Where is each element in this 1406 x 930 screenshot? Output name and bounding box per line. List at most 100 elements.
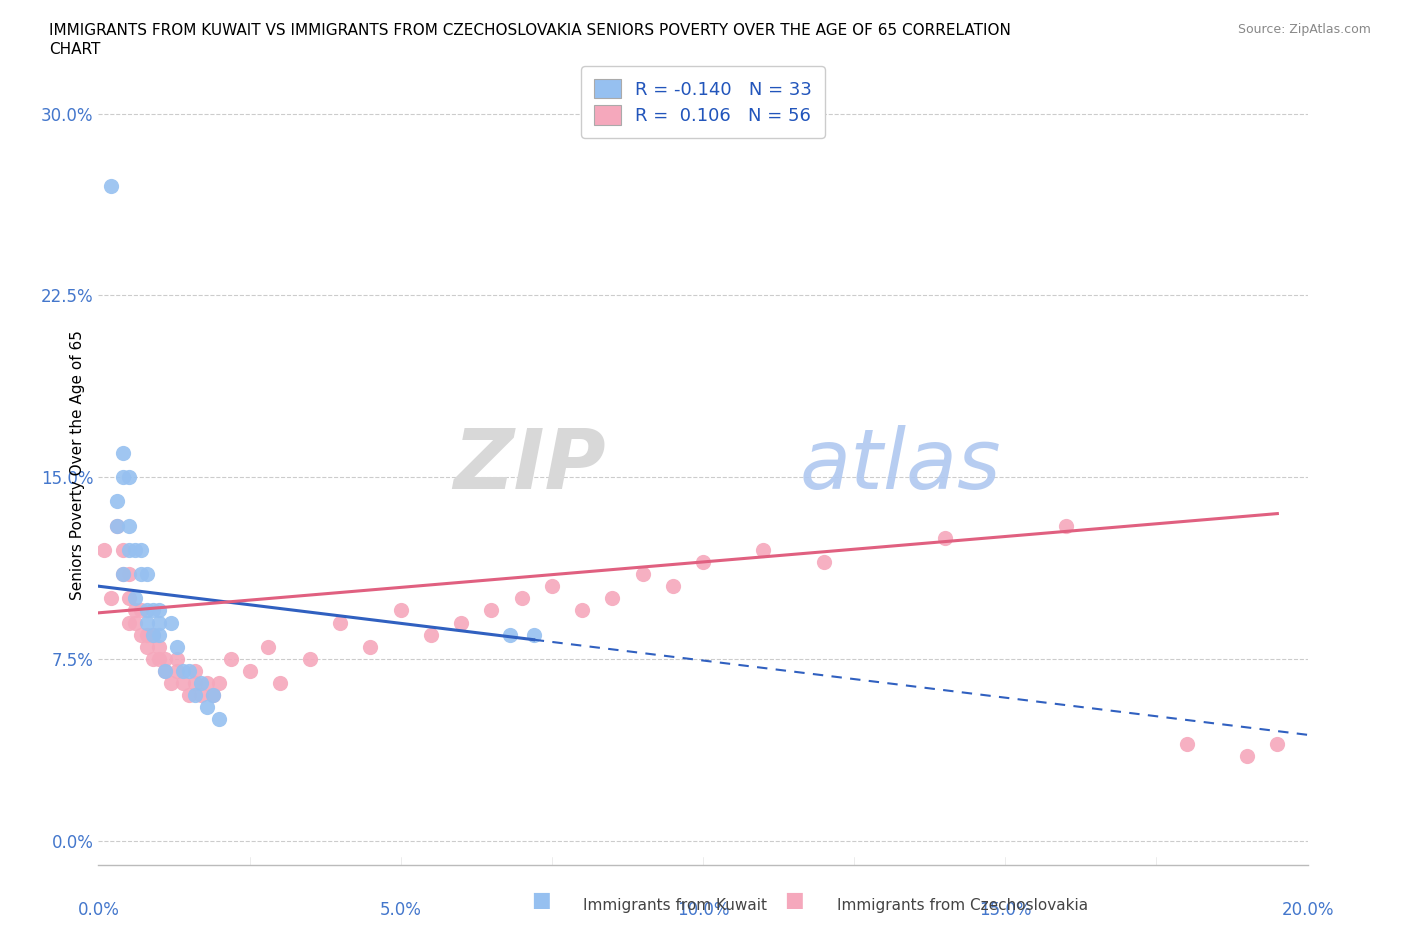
Point xyxy=(184,688,207,703)
Point xyxy=(631,566,654,581)
Point xyxy=(498,627,520,642)
Point xyxy=(148,627,170,642)
Point xyxy=(124,542,146,557)
Point xyxy=(172,664,194,679)
Y-axis label: Seniors Poverty Over the Age of 65: Seniors Poverty Over the Age of 65 xyxy=(69,330,84,600)
Point xyxy=(179,664,201,679)
Point xyxy=(571,603,593,618)
Point xyxy=(105,494,128,509)
Point xyxy=(190,676,212,691)
Point xyxy=(135,566,157,581)
Text: Immigrants from Kuwait: Immigrants from Kuwait xyxy=(583,898,768,913)
Point xyxy=(160,676,183,691)
Point xyxy=(299,651,322,666)
Text: 20.0%: 20.0% xyxy=(1281,901,1334,919)
Point xyxy=(118,542,141,557)
Point xyxy=(135,627,157,642)
Point xyxy=(129,627,152,642)
Point xyxy=(148,603,170,618)
Point xyxy=(172,676,194,691)
Point xyxy=(93,542,115,557)
Text: Immigrants from Czechoslovakia: Immigrants from Czechoslovakia xyxy=(837,898,1088,913)
Point xyxy=(160,615,183,630)
Point xyxy=(142,651,165,666)
Point xyxy=(813,554,835,569)
Point xyxy=(202,688,225,703)
Point xyxy=(100,179,122,193)
Point xyxy=(661,578,683,593)
Point xyxy=(752,542,775,557)
Point xyxy=(239,664,262,679)
Text: ■: ■ xyxy=(785,890,804,910)
Point xyxy=(100,591,122,605)
Point xyxy=(118,518,141,533)
Point xyxy=(153,651,176,666)
Point xyxy=(256,639,278,654)
Point xyxy=(148,639,170,654)
Point xyxy=(153,664,176,679)
Point xyxy=(105,518,128,533)
Point xyxy=(129,603,152,618)
Point xyxy=(118,615,141,630)
Point xyxy=(111,470,134,485)
Point xyxy=(329,615,352,630)
Point xyxy=(195,676,218,691)
Point xyxy=(118,591,141,605)
Point xyxy=(124,615,146,630)
Point xyxy=(111,566,134,581)
Point xyxy=(184,664,207,679)
Point xyxy=(389,603,412,618)
Point xyxy=(481,603,503,618)
Point xyxy=(420,627,443,642)
Point xyxy=(1236,749,1258,764)
Point xyxy=(105,518,128,533)
Point xyxy=(135,615,157,630)
Text: 10.0%: 10.0% xyxy=(676,901,730,919)
Point xyxy=(450,615,472,630)
Point xyxy=(148,615,170,630)
Text: Source: ZipAtlas.com: Source: ZipAtlas.com xyxy=(1237,23,1371,36)
Point xyxy=(523,627,546,642)
Point xyxy=(166,664,188,679)
Text: ZIP: ZIP xyxy=(454,424,606,506)
Point xyxy=(184,676,207,691)
Point xyxy=(934,530,956,545)
Point xyxy=(269,676,291,691)
Point xyxy=(1054,518,1077,533)
Point xyxy=(142,627,165,642)
Point xyxy=(142,627,165,642)
Point xyxy=(135,639,157,654)
Point xyxy=(135,603,157,618)
Point xyxy=(602,591,624,605)
Point xyxy=(111,566,134,581)
Point xyxy=(118,470,141,485)
Point xyxy=(124,591,146,605)
Point xyxy=(179,688,201,703)
Legend: R = -0.140   N = 33, R =  0.106   N = 56: R = -0.140 N = 33, R = 0.106 N = 56 xyxy=(581,66,825,138)
Point xyxy=(202,688,225,703)
Point xyxy=(124,603,146,618)
Text: CHART: CHART xyxy=(49,42,101,57)
Point xyxy=(1175,737,1198,751)
Point xyxy=(208,712,231,727)
Text: IMMIGRANTS FROM KUWAIT VS IMMIGRANTS FROM CZECHOSLOVAKIA SENIORS POVERTY OVER TH: IMMIGRANTS FROM KUWAIT VS IMMIGRANTS FRO… xyxy=(49,23,1011,38)
Text: 0.0%: 0.0% xyxy=(77,901,120,919)
Point xyxy=(148,651,170,666)
Text: 5.0%: 5.0% xyxy=(380,901,422,919)
Point xyxy=(692,554,714,569)
Point xyxy=(540,578,562,593)
Text: atlas: atlas xyxy=(800,424,1001,506)
Point xyxy=(129,542,152,557)
Point xyxy=(195,700,218,715)
Point xyxy=(153,664,176,679)
Point xyxy=(166,651,188,666)
Point xyxy=(208,676,231,691)
Point xyxy=(111,542,134,557)
Point xyxy=(118,566,141,581)
Point xyxy=(166,639,188,654)
Text: 15.0%: 15.0% xyxy=(979,901,1032,919)
Point xyxy=(1267,737,1289,751)
Point xyxy=(111,445,134,460)
Text: ■: ■ xyxy=(531,890,551,910)
Point xyxy=(190,688,212,703)
